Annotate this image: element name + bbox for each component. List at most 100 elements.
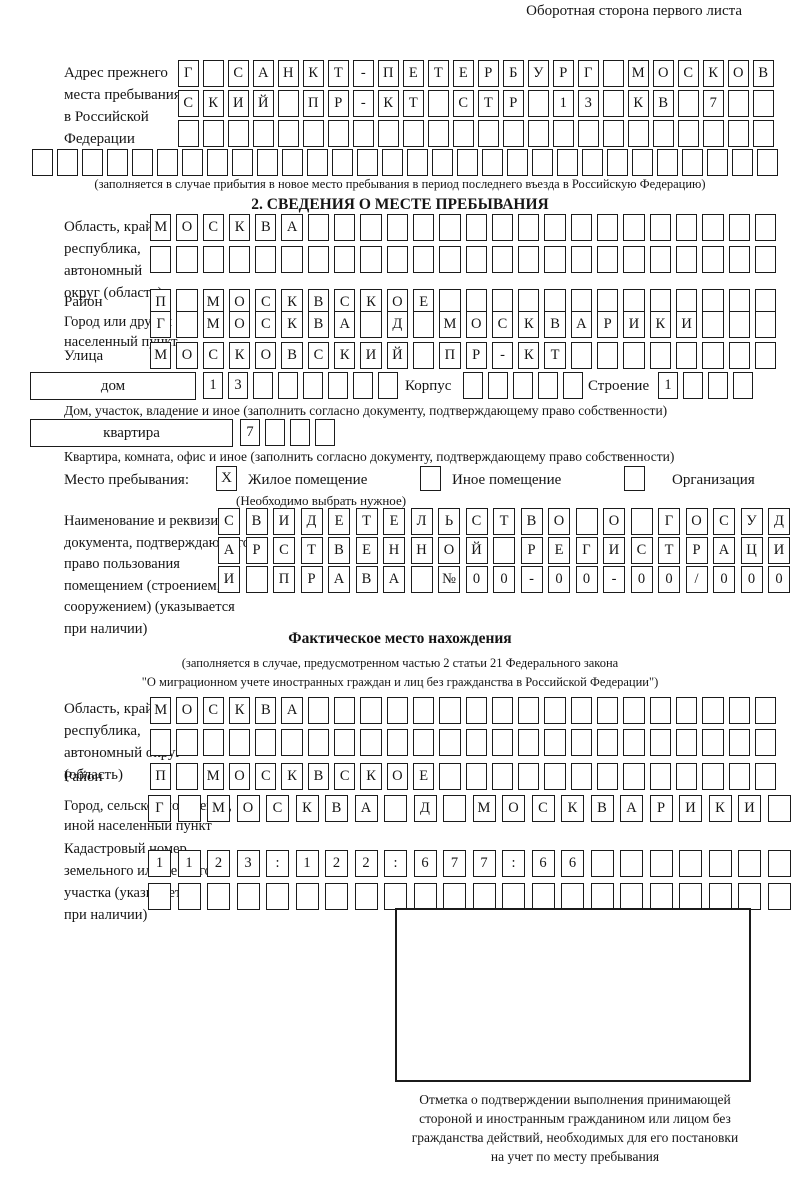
char-cell[interactable]: А: [570, 311, 593, 338]
char-cell[interactable]: М: [150, 342, 172, 369]
char-cell[interactable]: С: [531, 795, 555, 822]
char-cell[interactable]: Н: [410, 537, 433, 564]
char-cell[interactable]: [202, 729, 224, 756]
char-cell[interactable]: В: [355, 566, 378, 593]
char-cell[interactable]: К: [628, 90, 649, 117]
char-cell[interactable]: П: [273, 566, 295, 593]
char-cell[interactable]: О: [236, 795, 260, 822]
char-cell[interactable]: М: [150, 697, 172, 724]
char-cell[interactable]: К: [228, 214, 251, 241]
char-cell[interactable]: [182, 149, 203, 176]
char-cell[interactable]: [202, 246, 224, 273]
char-cell[interactable]: Д: [413, 795, 437, 822]
char-cell[interactable]: [603, 120, 624, 147]
char-cell[interactable]: [228, 120, 249, 147]
char-cell[interactable]: [307, 149, 328, 176]
char-cell[interactable]: 7: [240, 419, 260, 446]
char-cell[interactable]: [360, 729, 382, 756]
char-cell[interactable]: А: [281, 214, 303, 241]
char-cell[interactable]: [675, 763, 698, 790]
char-cell[interactable]: С: [255, 311, 277, 338]
char-cell[interactable]: Е: [403, 60, 424, 87]
char-cell[interactable]: С: [307, 342, 330, 369]
char-cell[interactable]: Е: [412, 763, 435, 790]
char-cell[interactable]: [482, 149, 503, 176]
char-cell[interactable]: [463, 372, 483, 399]
char-cell[interactable]: Й: [465, 537, 488, 564]
char-cell[interactable]: [754, 311, 777, 338]
char-cell[interactable]: [157, 149, 178, 176]
char-cell[interactable]: К: [360, 763, 382, 790]
char-cell[interactable]: К: [708, 795, 732, 822]
char-cell[interactable]: [148, 883, 171, 910]
char-cell[interactable]: О: [176, 697, 198, 724]
char-cell[interactable]: [553, 120, 574, 147]
char-cell[interactable]: :: [502, 850, 525, 877]
char-cell[interactable]: Е: [453, 60, 474, 87]
char-cell[interactable]: 2: [207, 850, 230, 877]
char-cell[interactable]: [708, 883, 732, 910]
char-cell[interactable]: В: [255, 214, 277, 241]
char-cell[interactable]: М: [202, 289, 224, 316]
char-cell[interactable]: И: [273, 508, 295, 535]
char-cell[interactable]: О: [653, 60, 674, 87]
char-cell[interactable]: 6: [561, 850, 584, 877]
char-cell[interactable]: А: [328, 566, 350, 593]
char-cell[interactable]: А: [713, 537, 735, 564]
char-cell[interactable]: [378, 372, 398, 399]
char-cell[interactable]: [682, 149, 703, 176]
char-cell[interactable]: [502, 883, 525, 910]
char-cell[interactable]: [732, 149, 753, 176]
char-cell[interactable]: 1: [553, 90, 574, 117]
char-cell[interactable]: О: [502, 795, 525, 822]
char-cell[interactable]: С: [202, 697, 224, 724]
char-cell[interactable]: [386, 214, 408, 241]
char-cell[interactable]: [439, 246, 461, 273]
char-cell[interactable]: -: [491, 342, 514, 369]
char-cell[interactable]: [150, 246, 172, 273]
char-cell[interactable]: И: [675, 311, 698, 338]
char-cell[interactable]: Т: [428, 60, 449, 87]
char-cell[interactable]: [728, 311, 750, 338]
char-cell[interactable]: [176, 729, 198, 756]
char-cell[interactable]: [753, 90, 774, 117]
char-cell[interactable]: [767, 883, 791, 910]
char-cell[interactable]: Р: [520, 537, 543, 564]
char-cell[interactable]: К: [295, 795, 319, 822]
char-cell[interactable]: Г: [578, 60, 599, 87]
char-cell[interactable]: О: [465, 311, 487, 338]
char-cell[interactable]: [150, 729, 172, 756]
char-cell[interactable]: У: [740, 508, 763, 535]
char-cell[interactable]: Ц: [740, 537, 763, 564]
char-cell[interactable]: [563, 372, 583, 399]
char-cell[interactable]: С: [630, 537, 653, 564]
char-cell[interactable]: И: [603, 537, 625, 564]
char-cell[interactable]: С: [202, 342, 224, 369]
char-cell[interactable]: [649, 850, 673, 877]
char-cell[interactable]: [384, 883, 407, 910]
char-cell[interactable]: [570, 342, 593, 369]
char-cell[interactable]: [557, 149, 578, 176]
char-cell[interactable]: Д: [386, 311, 408, 338]
char-cell[interactable]: [507, 149, 528, 176]
char-cell[interactable]: [597, 342, 619, 369]
char-cell[interactable]: Р: [478, 60, 499, 87]
char-cell[interactable]: [465, 697, 487, 724]
char-cell[interactable]: [513, 372, 533, 399]
char-cell[interactable]: [353, 372, 373, 399]
char-cell[interactable]: [465, 246, 487, 273]
char-cell[interactable]: [754, 763, 777, 790]
char-cell[interactable]: В: [307, 311, 330, 338]
char-cell[interactable]: [407, 149, 428, 176]
char-cell[interactable]: [728, 697, 750, 724]
char-cell[interactable]: [518, 729, 540, 756]
char-cell[interactable]: Г: [150, 311, 172, 338]
char-cell[interactable]: [207, 883, 230, 910]
char-cell[interactable]: [303, 372, 323, 399]
char-cell[interactable]: [282, 149, 303, 176]
char-cell[interactable]: [603, 90, 624, 117]
char-cell[interactable]: [357, 149, 378, 176]
char-cell[interactable]: Е: [383, 508, 405, 535]
